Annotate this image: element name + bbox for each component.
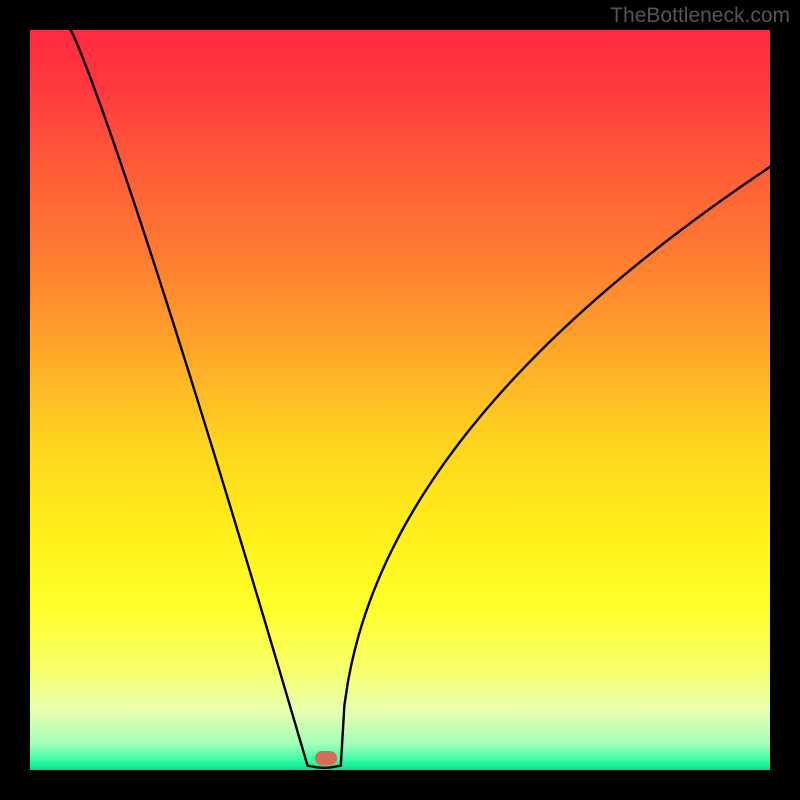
optimum-marker: [315, 751, 337, 765]
chart-container: TheBottleneck.com: [0, 0, 800, 800]
bottleneck-curve: [30, 30, 770, 770]
plot-area: [30, 30, 770, 770]
watermark-text: TheBottleneck.com: [610, 4, 790, 28]
